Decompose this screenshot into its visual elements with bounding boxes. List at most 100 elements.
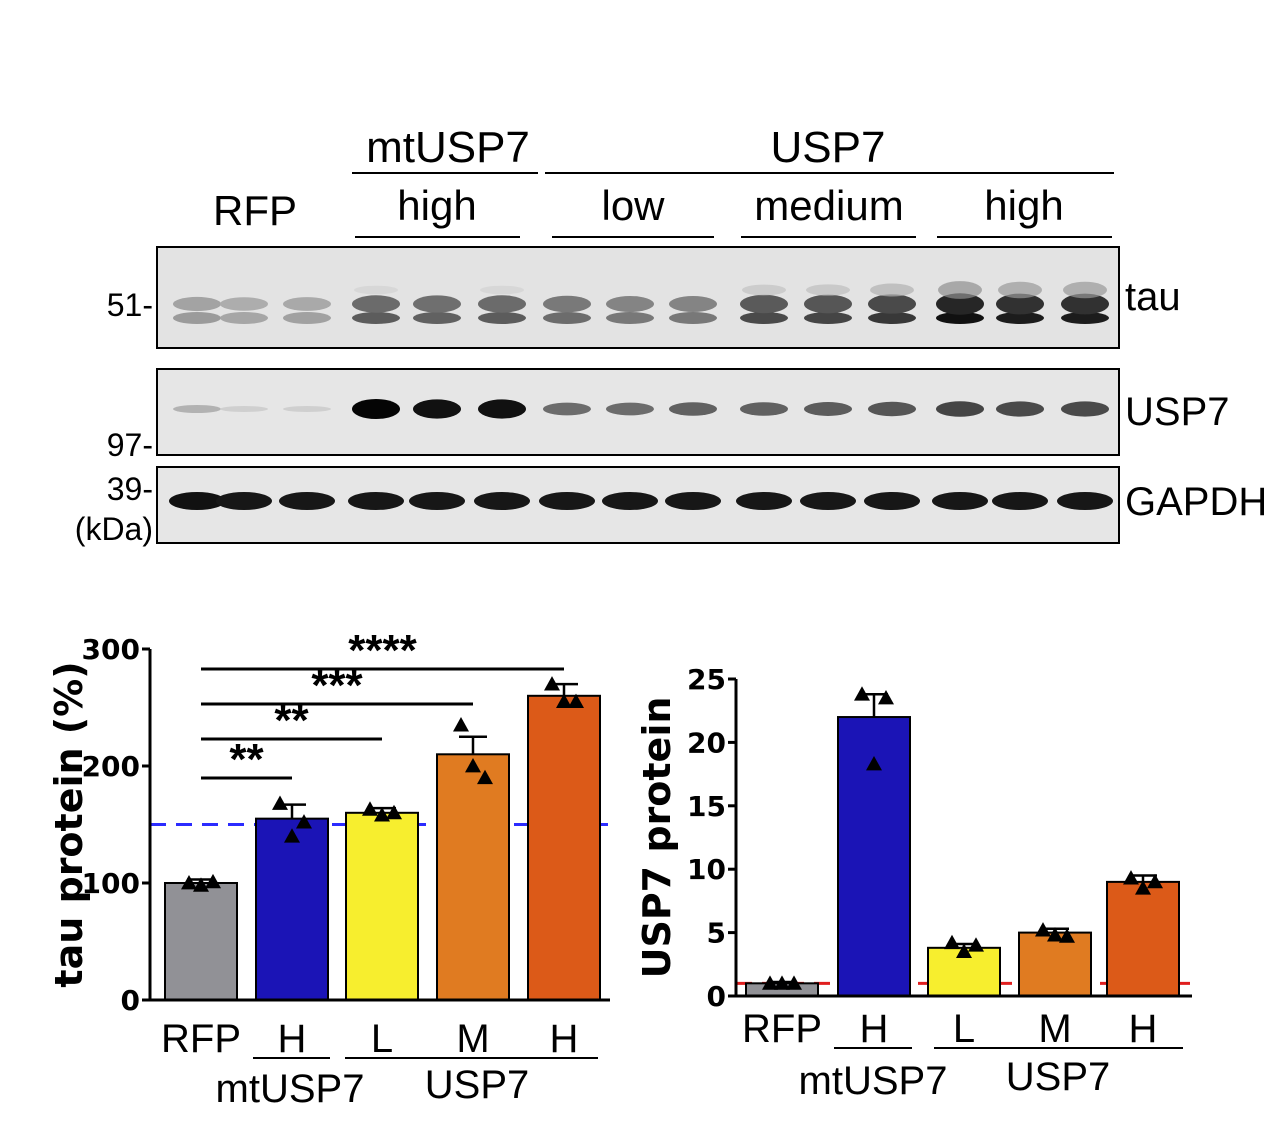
- data-point: [556, 693, 572, 709]
- band-tau-upper: [606, 296, 654, 312]
- band-tau-upper: [352, 295, 400, 313]
- header-mtusp7: mtUSP7: [366, 123, 530, 172]
- y-tick-label: 200: [82, 750, 140, 783]
- data-point: [1123, 870, 1139, 885]
- group-label-usp7: USP7: [1006, 1055, 1111, 1099]
- x-category-label: L: [953, 1007, 975, 1051]
- data-point: [205, 873, 221, 889]
- band-gapdh: [474, 492, 530, 510]
- data-point: [944, 934, 960, 950]
- x-category-label: H: [860, 1007, 889, 1051]
- y-tick-label: 100: [82, 867, 140, 900]
- band-usp7: [543, 402, 591, 416]
- x-category-label: RFP: [742, 1007, 822, 1051]
- y-axis-label: tau protein (%): [47, 661, 91, 987]
- marker-51: 51-: [107, 287, 153, 323]
- x-category-label: H: [278, 1017, 307, 1061]
- x-category-label: M: [456, 1017, 489, 1061]
- data-point: [374, 807, 390, 822]
- bar-3: [1018, 931, 1092, 997]
- band-usp7: [220, 406, 268, 412]
- band-tau-lower: [868, 312, 916, 324]
- x-category-label: H: [550, 1017, 579, 1061]
- band-tau-lower: [936, 312, 984, 324]
- data-point: [296, 814, 312, 829]
- band-usp7: [868, 401, 916, 417]
- band-tau-upper: [413, 295, 461, 313]
- data-point: [1035, 922, 1051, 937]
- band-usp7: [478, 399, 526, 419]
- data-point: [956, 943, 972, 959]
- header-rfp: RFP: [213, 187, 297, 234]
- data-point: [544, 676, 560, 691]
- y-tick-label: 20: [687, 726, 726, 759]
- band-tau-upper: [220, 297, 268, 311]
- band-tau-lower: [413, 312, 461, 324]
- blot-bands: [169, 281, 1113, 510]
- band-tau-upper: [669, 296, 717, 312]
- band-gapdh: [279, 492, 335, 510]
- band-tau-lower: [352, 312, 400, 324]
- data-point: [272, 795, 288, 810]
- data-point: [181, 875, 197, 890]
- bar-4: [1106, 880, 1180, 998]
- data-point: [854, 686, 870, 701]
- band-gapdh: [864, 492, 920, 510]
- band-tau-lower: [804, 312, 852, 324]
- data-point: [477, 769, 493, 785]
- band-tau-upper: [996, 293, 1044, 315]
- x-category-label: L: [371, 1017, 393, 1061]
- data-point: [762, 975, 778, 990]
- band-tau-lower: [220, 312, 268, 324]
- band-tau-smear: [354, 285, 398, 295]
- band-tau-smear: [998, 281, 1042, 299]
- data-point: [1147, 873, 1163, 889]
- band-gapdh: [409, 492, 465, 510]
- band-tau-lower: [606, 312, 654, 324]
- band-gapdh: [992, 492, 1048, 510]
- header-level-mt-high: high: [397, 182, 476, 229]
- row-label-usp7: USP7: [1125, 390, 1230, 434]
- band-gapdh: [348, 492, 404, 510]
- bar-4: [527, 694, 601, 1001]
- data-point: [866, 755, 882, 771]
- data-point: [878, 690, 894, 705]
- band-usp7: [283, 406, 331, 412]
- band-gapdh: [1057, 492, 1113, 510]
- y-tick-label: 15: [687, 790, 726, 823]
- marker-97: 97-: [107, 427, 153, 463]
- bar-1: [255, 817, 329, 1002]
- blot-headers: mtUSP7 USP7 RFP high low medium high: [213, 123, 1114, 238]
- band-tau-upper: [868, 294, 916, 314]
- y-tick-label: 5: [707, 917, 726, 950]
- band-tau-lower: [173, 312, 221, 324]
- header-level-medium: medium: [754, 182, 903, 229]
- marker-kda: (kDa): [75, 511, 153, 547]
- band-tau-lower: [283, 312, 331, 324]
- band-tau-lower: [1061, 312, 1109, 324]
- band-tau-upper: [478, 295, 526, 313]
- group-label-mtusp7: mtUSP7: [799, 1059, 948, 1103]
- band-gapdh: [216, 492, 272, 510]
- band-usp7: [352, 399, 400, 419]
- x-category-label: RFP: [161, 1017, 241, 1061]
- data-point: [465, 758, 481, 773]
- band-tau-lower: [740, 312, 788, 324]
- data-point: [193, 877, 209, 892]
- bar-2: [345, 811, 419, 1001]
- band-tau-upper: [804, 294, 852, 314]
- data-point: [453, 717, 469, 732]
- data-point: [568, 693, 584, 709]
- header-usp7: USP7: [771, 123, 886, 172]
- band-usp7: [936, 401, 984, 417]
- band-gapdh: [539, 492, 595, 510]
- data-point: [774, 975, 790, 990]
- band-gapdh: [736, 492, 792, 510]
- row-label-gapdh: GAPDH: [1125, 480, 1267, 524]
- band-tau-smear: [480, 285, 524, 295]
- band-gapdh: [602, 492, 658, 510]
- band-tau-upper: [543, 295, 591, 313]
- band-usp7: [740, 402, 788, 416]
